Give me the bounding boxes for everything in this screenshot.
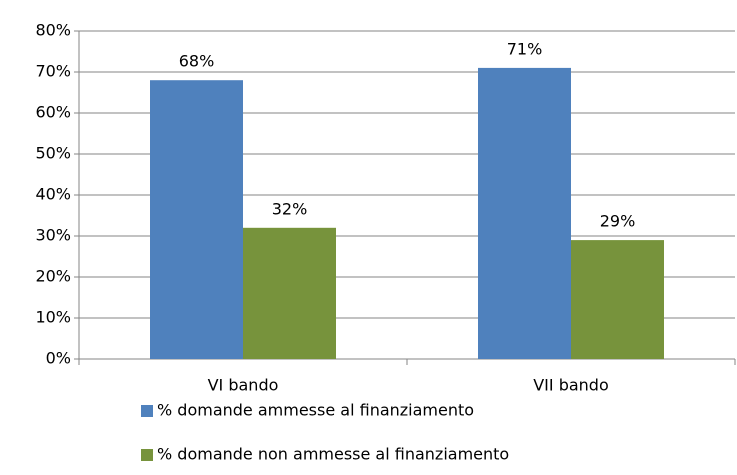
bar <box>150 80 243 359</box>
y-tick-label: 80% <box>35 21 71 40</box>
data-label: 32% <box>272 199 308 218</box>
x-tick-label: VI bando <box>208 376 279 395</box>
legend-label: % domande ammesse al finanziamento <box>157 401 474 420</box>
y-tick-label: 60% <box>35 103 71 122</box>
data-label: 71% <box>507 39 543 58</box>
bar <box>571 240 664 359</box>
bar <box>243 227 336 359</box>
data-label: 68% <box>179 52 215 71</box>
y-tick-label: 0% <box>46 349 71 368</box>
x-tick-label: VII bando <box>533 376 609 395</box>
y-tick-label: 20% <box>35 267 71 286</box>
legend-swatch <box>141 449 153 461</box>
legend-swatch <box>141 405 153 417</box>
y-tick-label: 50% <box>35 144 71 163</box>
data-label: 29% <box>600 212 636 231</box>
y-tick-label: 10% <box>35 308 71 327</box>
legend-label: % domande non ammesse al finanziamento <box>157 445 509 464</box>
y-tick-label: 70% <box>35 62 71 81</box>
y-tick-label: 40% <box>35 185 71 204</box>
bar <box>478 67 571 360</box>
y-tick-label: 30% <box>35 226 71 245</box>
